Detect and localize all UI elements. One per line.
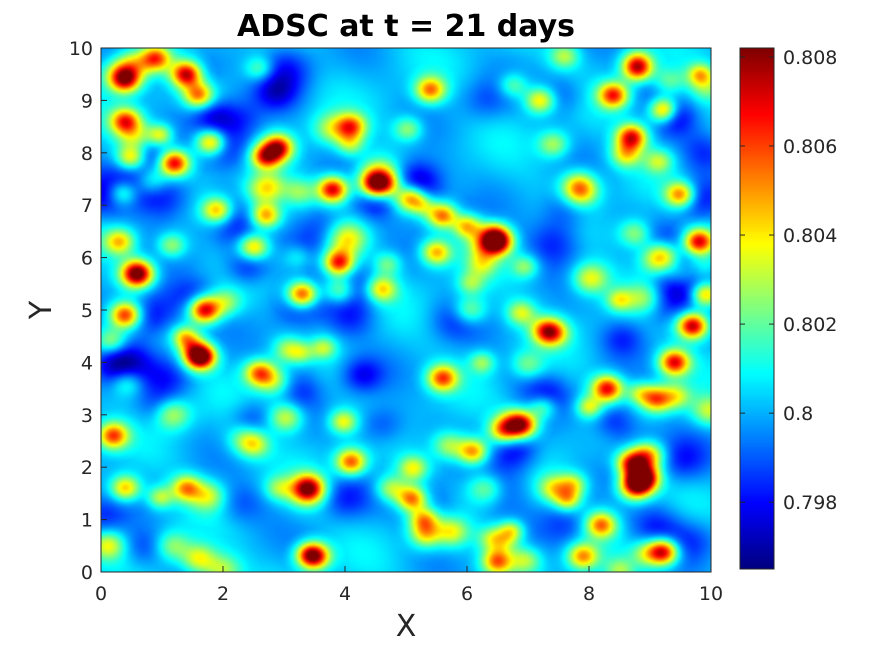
colorbar-tick-label: 0.806 <box>783 136 837 158</box>
x-tick-label: 8 <box>583 583 595 605</box>
colorbar-tick-label: 0.798 <box>783 492 837 514</box>
x-axis: 0 2 4 6 8 10 <box>95 566 723 605</box>
y-tick-label: 7 <box>81 195 93 217</box>
y-tick-label: 9 <box>81 90 93 112</box>
colorbar-tick-label: 0.808 <box>783 47 837 69</box>
y-axis-label: Y <box>24 300 59 320</box>
y-tick-label: 2 <box>81 457 93 479</box>
colorbar-tick-label: 0.802 <box>783 314 837 336</box>
colorbar-tick-label: 0.8 <box>783 403 813 425</box>
colorbar-gradient <box>740 48 774 569</box>
y-tick-label: 4 <box>81 352 93 374</box>
heatmap-image <box>101 48 711 572</box>
x-tick-label: 0 <box>95 583 107 605</box>
colorbar: 0.798 0.8 0.802 0.804 0.806 0.808 <box>739 47 837 570</box>
x-tick-label: 4 <box>339 583 351 605</box>
y-tick-label: 0 <box>81 562 93 584</box>
x-tick-label: 10 <box>699 583 723 605</box>
y-tick-label: 3 <box>81 405 93 427</box>
x-axis-label: X <box>396 609 417 644</box>
y-tick-label: 1 <box>81 510 93 532</box>
colorbar-frame <box>739 47 775 570</box>
heatmap-plot-area[interactable] <box>100 47 712 573</box>
y-tick-label: 5 <box>81 300 93 322</box>
colorbar-tick-label: 0.804 <box>783 225 837 247</box>
x-tick-label: 6 <box>461 583 473 605</box>
y-tick-label: 6 <box>81 248 93 270</box>
y-axis: 0 1 2 3 4 5 6 7 8 9 10 <box>69 38 107 584</box>
y-tick-label: 8 <box>81 143 93 165</box>
colorbar-ticks: 0.798 0.8 0.802 0.804 0.806 0.808 <box>740 47 837 514</box>
chart-title: ADSC at t = 21 days <box>237 9 575 44</box>
y-tick-label: 10 <box>69 38 93 60</box>
x-tick-label: 2 <box>217 583 229 605</box>
